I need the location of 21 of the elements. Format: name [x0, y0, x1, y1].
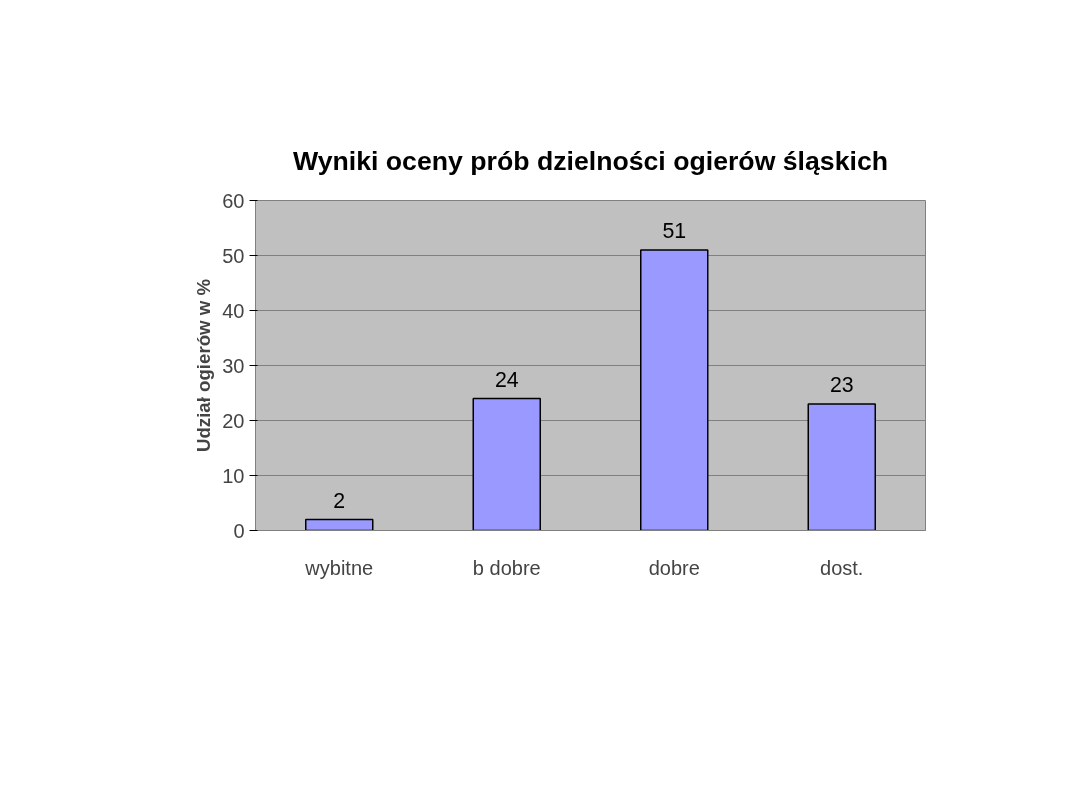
y-tick-label: 40 [222, 299, 245, 322]
y-tick-label: 20 [222, 409, 245, 432]
data-label: 23 [829, 373, 854, 397]
data-label: 2 [333, 488, 346, 513]
chart-title: Wyniki oceny prób dzielności ogierów śląskich [293, 145, 889, 176]
x-tick-label: wybitne [304, 556, 374, 579]
y-tick-label: 50 [222, 244, 245, 267]
x-tick-label: dost. [820, 556, 864, 579]
bar [640, 249, 709, 531]
data-label: 51 [662, 219, 687, 243]
y-tick-label: 10 [222, 464, 245, 487]
y-axis-title: Udział ogierów w % [193, 278, 215, 453]
data-label: 24 [494, 367, 519, 392]
bar [472, 397, 541, 531]
y-tick-label: 60 [222, 189, 245, 212]
bar [807, 403, 876, 531]
x-tick-label: dobre [648, 556, 700, 579]
bar [305, 518, 374, 531]
x-tick-label: b dobre [472, 556, 541, 579]
y-tick-label: 0 [233, 519, 245, 542]
y-tick-label: 30 [222, 354, 245, 377]
